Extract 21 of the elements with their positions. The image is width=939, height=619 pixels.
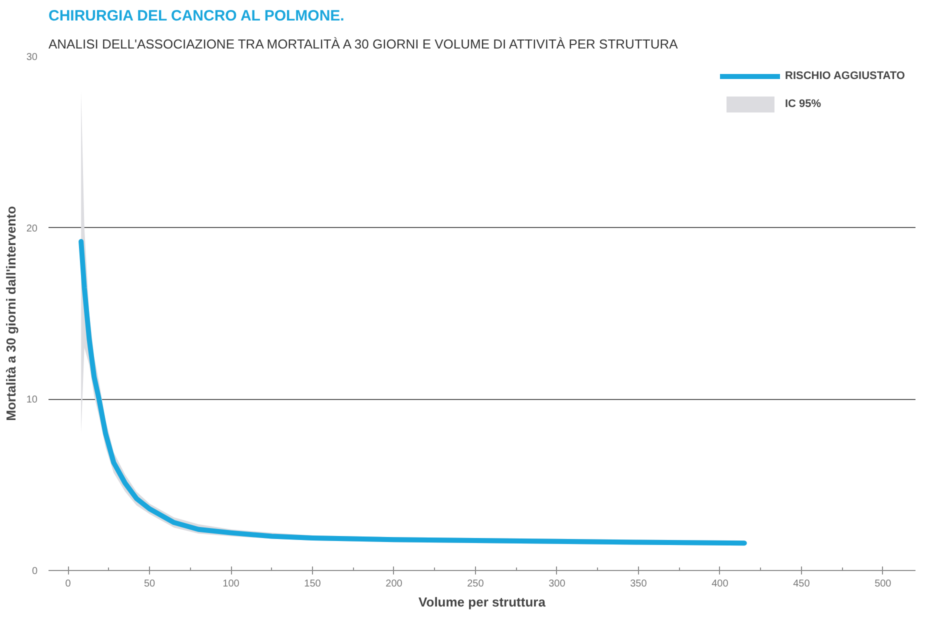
x-tick-label: 100 xyxy=(222,578,240,590)
x-tick-label: 350 xyxy=(630,578,648,590)
x-tick-label: 200 xyxy=(386,578,403,590)
x-tick-label: 250 xyxy=(467,578,484,590)
x-tick-label: 150 xyxy=(304,578,322,590)
y-tick-label: 30 xyxy=(26,52,38,63)
y-axis-title: Mortalità a 30 giorni dall'intervento xyxy=(3,206,18,421)
x-tick-label: 500 xyxy=(874,578,892,590)
x-tick-label: 50 xyxy=(144,578,156,590)
y-tick-label: 0 xyxy=(32,566,38,577)
text: RISCHIO AGGIUSTATO xyxy=(785,70,905,82)
x-tick-label: 450 xyxy=(793,578,810,590)
y-tick-label: 20 xyxy=(26,223,38,234)
legend-label: IC 95% xyxy=(785,98,822,110)
chart-subtitle: ANALISI DELL'ASSOCIAZIONE TRA MORTALITÀ A 30 GIORNI E VOLUME DI ATTIVITÀ PER STRUTTURA xyxy=(48,36,678,52)
chart-title: CHIRURGIA DEL CANCRO AL POLMONE. xyxy=(48,8,344,24)
x-tick-label: 300 xyxy=(548,578,566,590)
x-tick-label: 400 xyxy=(712,578,729,590)
x-axis-title: Volume per struttura xyxy=(418,594,546,610)
y-tick-label: 10 xyxy=(26,394,38,406)
x-tick-label: 0 xyxy=(65,578,72,590)
